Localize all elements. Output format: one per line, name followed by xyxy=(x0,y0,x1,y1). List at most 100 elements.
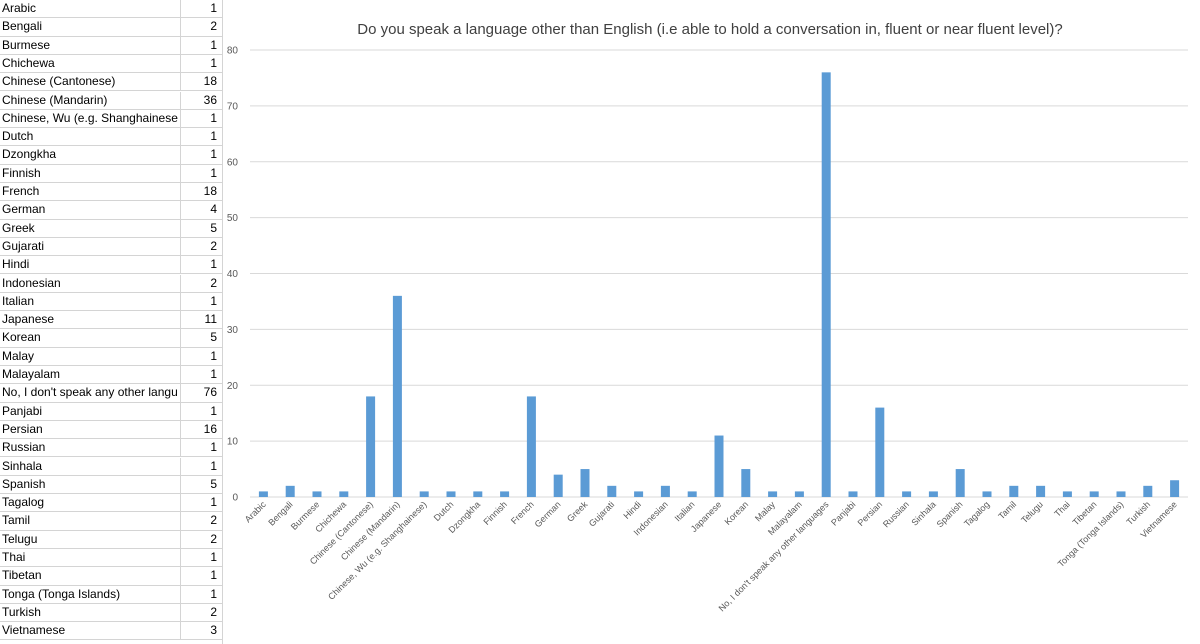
count-cell[interactable]: 1 xyxy=(180,128,219,147)
language-cell[interactable]: Gujarati xyxy=(2,238,45,253)
count-cell[interactable]: 1 xyxy=(180,494,219,513)
count-cell[interactable]: 2 xyxy=(180,603,219,622)
language-cell[interactable]: Bengali xyxy=(2,19,43,34)
language-cell[interactable]: Indonesian xyxy=(2,275,61,290)
table-row[interactable]: Persian 16 xyxy=(0,420,222,440)
count-cell[interactable]: 18 xyxy=(180,183,219,201)
table-row[interactable]: Thai 1 xyxy=(0,549,222,568)
table-row[interactable]: Telugu 2 xyxy=(0,530,222,549)
language-cell[interactable]: Spanish xyxy=(2,476,46,491)
language-cell[interactable]: Dutch xyxy=(2,129,34,144)
table-row[interactable]: Malayalam 1 xyxy=(0,366,222,385)
language-cell[interactable]: No, I don't speak any other languages xyxy=(2,385,178,400)
language-cell[interactable]: Persian xyxy=(2,421,43,436)
table-row[interactable]: Burmese 1 xyxy=(0,36,222,55)
language-cell[interactable]: Burmese xyxy=(2,37,51,52)
count-cell[interactable]: 5 xyxy=(180,219,219,238)
count-cell[interactable]: 1 xyxy=(180,567,219,586)
count-cell[interactable]: 1 xyxy=(180,292,219,311)
table-row[interactable]: Tagalog 1 xyxy=(0,494,222,513)
count-cell[interactable]: 18 xyxy=(180,73,219,92)
language-cell[interactable]: German xyxy=(2,202,46,217)
language-cell[interactable]: Chinese (Mandarin) xyxy=(2,92,108,107)
language-cell[interactable]: Sinhala xyxy=(2,458,43,473)
count-cell[interactable]: 1 xyxy=(180,585,219,604)
table-row[interactable]: Turkish 2 xyxy=(0,603,222,623)
language-cell[interactable]: Italian xyxy=(2,293,35,308)
table-row[interactable]: Chinese, Wu (e.g. Shanghainese) 1 xyxy=(0,109,222,129)
count-cell[interactable]: 2 xyxy=(180,274,219,293)
language-cell[interactable]: Finnish xyxy=(2,165,41,180)
language-cell[interactable]: Turkish xyxy=(2,604,41,619)
table-row[interactable]: No, I don't speak any other languages76 xyxy=(0,384,222,403)
table-row[interactable]: Chichewa 1 xyxy=(0,54,222,74)
language-cell[interactable]: French xyxy=(2,184,40,198)
language-cell[interactable]: Chinese (Cantonese) xyxy=(2,74,116,89)
language-cell[interactable]: Tamil xyxy=(2,513,31,528)
table-row[interactable]: Japanese 11 xyxy=(0,311,222,330)
table-row[interactable]: Gujarati 2 xyxy=(0,237,222,257)
language-cell[interactable]: Tibetan xyxy=(2,568,42,583)
count-cell[interactable]: 2 xyxy=(180,18,219,37)
language-cell[interactable]: Greek xyxy=(2,220,35,235)
count-cell[interactable]: 2 xyxy=(180,237,219,256)
count-cell[interactable]: 5 xyxy=(180,475,219,494)
table-row[interactable]: Dzongkha 1 xyxy=(0,146,222,165)
count-cell[interactable]: 16 xyxy=(180,420,219,439)
language-cell[interactable]: Russian xyxy=(2,440,46,455)
table-row[interactable]: Malay 1 xyxy=(0,347,222,366)
language-cell[interactable]: Tagalog xyxy=(2,495,45,510)
count-cell[interactable]: 1 xyxy=(180,549,219,567)
count-cell[interactable]: 1 xyxy=(180,256,219,275)
count-cell[interactable]: 1 xyxy=(180,347,219,366)
table-row[interactable]: Bengali 2 xyxy=(0,18,222,37)
table-row[interactable]: Tibetan 1 xyxy=(0,567,222,586)
language-cell[interactable]: Panjabi xyxy=(2,403,43,418)
table-row[interactable]: Hindi 1 xyxy=(0,256,222,275)
table-row[interactable]: Spanish 5 xyxy=(0,475,222,495)
table-row[interactable]: Tonga (Tonga Islands) 1 xyxy=(0,585,222,604)
table-row[interactable]: Chinese (Mandarin) 36 xyxy=(0,91,222,110)
count-cell[interactable]: 1 xyxy=(180,164,219,183)
count-cell[interactable]: 2 xyxy=(180,530,219,549)
table-row[interactable]: Russian 1 xyxy=(0,439,222,458)
table-row[interactable]: Indonesian 2 xyxy=(0,274,222,293)
table-row[interactable]: French 18 xyxy=(0,183,222,202)
count-cell[interactable]: 76 xyxy=(180,384,219,403)
count-cell[interactable]: 1 xyxy=(180,146,219,165)
language-cell[interactable]: Chinese, Wu (e.g. Shanghainese) xyxy=(2,110,178,125)
language-cell[interactable]: Arabic xyxy=(2,1,37,15)
count-cell[interactable]: 4 xyxy=(180,201,219,220)
table-row[interactable]: Dutch 1 xyxy=(0,128,222,147)
count-cell[interactable]: 1 xyxy=(180,402,219,421)
language-cell[interactable]: Tonga (Tonga Islands) xyxy=(2,586,121,601)
count-cell[interactable]: 1 xyxy=(180,36,219,55)
table-row[interactable]: Korean 5 xyxy=(0,329,222,348)
language-cell[interactable]: Vietnamese xyxy=(2,623,66,638)
table-row[interactable]: Arabic 1 xyxy=(0,0,222,19)
count-cell[interactable]: 36 xyxy=(180,91,219,110)
count-cell[interactable]: 1 xyxy=(180,439,219,458)
table-row[interactable]: Chinese (Cantonese) 18 xyxy=(0,73,222,92)
language-cell[interactable]: Korean xyxy=(2,330,41,345)
table-row[interactable]: Greek 5 xyxy=(0,219,222,238)
language-cell[interactable]: Malayalam xyxy=(2,367,61,381)
count-cell[interactable]: 11 xyxy=(180,311,219,330)
language-cell[interactable]: Thai xyxy=(2,550,26,564)
language-cell[interactable]: Malay xyxy=(2,348,35,363)
count-cell[interactable]: 1 xyxy=(180,366,219,384)
table-row[interactable]: German 4 xyxy=(0,201,222,220)
count-cell[interactable]: 1 xyxy=(180,109,219,128)
table-row[interactable]: Finnish 1 xyxy=(0,164,222,183)
language-cell[interactable]: Telugu xyxy=(2,531,38,546)
count-cell[interactable]: 3 xyxy=(180,622,219,641)
table-row[interactable]: Tamil 2 xyxy=(0,512,222,531)
count-cell[interactable]: 1 xyxy=(180,54,219,73)
count-cell[interactable]: 1 xyxy=(180,457,219,476)
language-cell[interactable]: Chichewa xyxy=(2,55,55,70)
table-row[interactable]: Vietnamese 3 xyxy=(0,622,222,641)
language-cell[interactable]: Hindi xyxy=(2,257,30,272)
language-cell[interactable]: Japanese xyxy=(2,312,55,327)
count-cell[interactable]: 5 xyxy=(180,329,219,348)
table-row[interactable]: Sinhala 1 xyxy=(0,457,222,476)
